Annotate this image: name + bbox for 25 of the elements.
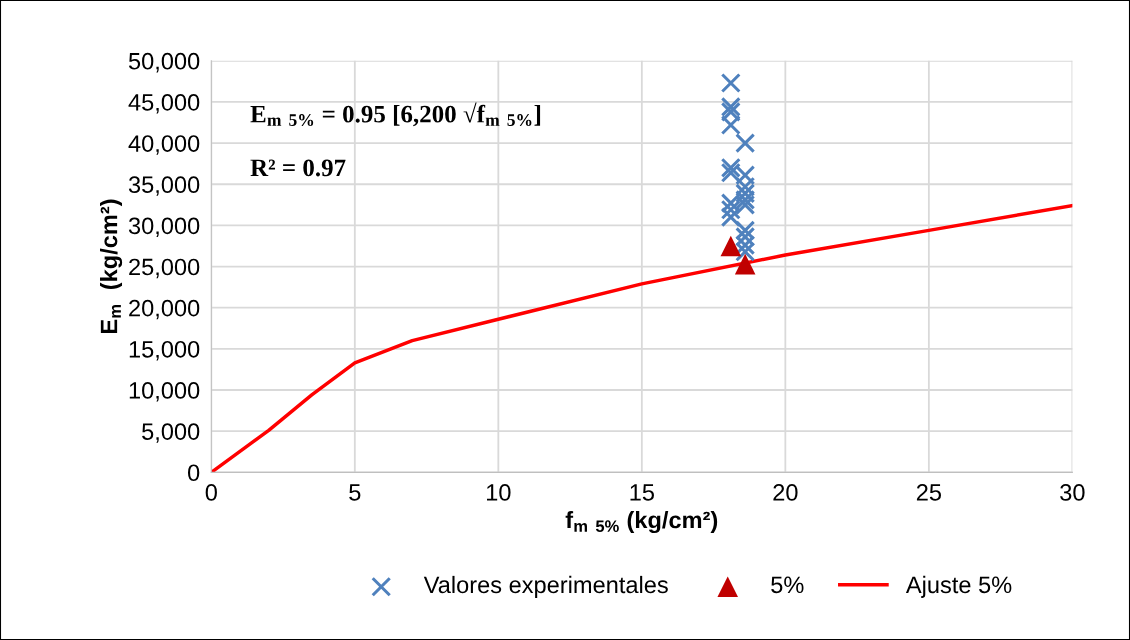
y-tick-label: 35,000 [128,176,200,196]
y-tick-label: 15,000 [129,340,200,361]
y-tick-label: 5,000 [142,423,200,443]
legend-label: 5% [771,576,804,594]
y-tick-label: 10,000 [129,382,200,402]
x-axis-title: f$_{m 5%}$ (kg/cm²) [565,511,718,534]
legend-label: Valores experimentales [423,575,668,598]
y-tick-label: 45,000 [128,94,200,114]
y-tick-label: 20,000 [129,299,200,320]
x-tick-label: 10 [487,484,511,501]
y-tick-label: 40,000 [128,135,200,155]
x-tick-label: 20 [773,484,798,501]
x-tick-label: 15 [630,484,654,501]
y-tick-label: 0 [187,464,200,482]
x-tick-label: 5 [349,484,361,501]
y-tick-label: 50,000 [128,52,200,73]
y-tick-label: 30,000 [128,217,200,237]
x-tick-label: 0 [205,484,217,501]
x-tick-label: 30 [1060,484,1085,501]
y-tick-label: 25,000 [129,258,200,279]
annotation: E$_{m 5%}$ = 0.95 [6,200 √f$_{m 5%}$] [250,102,541,127]
x-tick-label: 25 [916,484,941,501]
annotation: R² = 0.97 [250,159,346,177]
legend-label: Ajuste 5% [905,575,1012,598]
y-axis-title: E$_{m}$ (kg/cm²) [100,199,123,334]
